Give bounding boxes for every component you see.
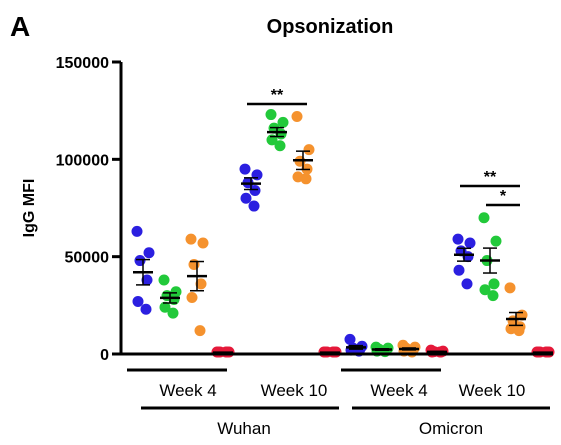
data-point <box>141 274 153 286</box>
data-point <box>239 163 251 175</box>
data-point <box>303 144 315 156</box>
data-point <box>513 325 525 337</box>
data-point <box>344 333 356 345</box>
data-point <box>134 255 146 267</box>
data-point <box>131 225 143 237</box>
data-point <box>251 169 263 181</box>
variant-labels: Wuhan Omicron <box>217 419 483 438</box>
variant-label: Wuhan <box>217 419 271 438</box>
data-point <box>488 278 500 290</box>
group-label: Week 4 <box>370 381 427 400</box>
data-point <box>248 200 260 212</box>
group-label: Week 10 <box>459 381 526 400</box>
data-point <box>479 284 491 296</box>
y-axis-label: IgG MFI <box>21 179 38 238</box>
data-point <box>240 192 252 204</box>
data-point <box>132 295 144 307</box>
significance-label: * <box>500 188 507 205</box>
y-tick-label: 0 <box>100 347 109 364</box>
y-tick-label: 150000 <box>56 55 109 72</box>
data-point <box>461 278 473 290</box>
y-tick-label: 100000 <box>56 152 109 169</box>
data-point <box>185 233 197 245</box>
group-label: Week 10 <box>261 381 328 400</box>
data-point <box>379 346 391 358</box>
group-label: Week 4 <box>159 381 216 400</box>
data-point <box>158 274 170 286</box>
data-point <box>143 247 155 259</box>
chart-title: Opsonization <box>267 16 394 38</box>
data-point <box>490 235 502 247</box>
data-point <box>167 307 179 319</box>
data-point <box>452 233 464 245</box>
data-point <box>194 325 206 337</box>
data-point <box>197 237 209 249</box>
y-tick-label: 50000 <box>65 250 110 267</box>
variant-label: Omicron <box>419 419 483 438</box>
panel-letter: A <box>10 11 30 42</box>
data-point <box>478 212 490 224</box>
group-labels: Week 4 Week 10 Week 4 Week 10 <box>159 381 525 400</box>
data-point <box>291 111 303 123</box>
data-point <box>249 184 261 196</box>
data-point <box>453 264 465 276</box>
data-point <box>186 292 198 304</box>
data-point <box>487 290 499 302</box>
data-point <box>504 282 516 294</box>
data-point <box>195 278 207 290</box>
y-axis: 0 50000 100000 150000 <box>56 55 121 364</box>
data-point <box>265 109 277 121</box>
significance-brackets: ***** <box>247 87 520 207</box>
data-point <box>274 140 286 152</box>
data-point <box>140 303 152 315</box>
group-underlines <box>127 368 550 410</box>
significance-label: ** <box>271 87 284 104</box>
significance-label: ** <box>484 169 497 186</box>
data-point <box>464 237 476 249</box>
data-point <box>300 173 312 185</box>
plot-area <box>131 109 555 358</box>
data-point <box>277 116 289 128</box>
data-point <box>159 301 171 313</box>
data-point <box>188 258 200 270</box>
